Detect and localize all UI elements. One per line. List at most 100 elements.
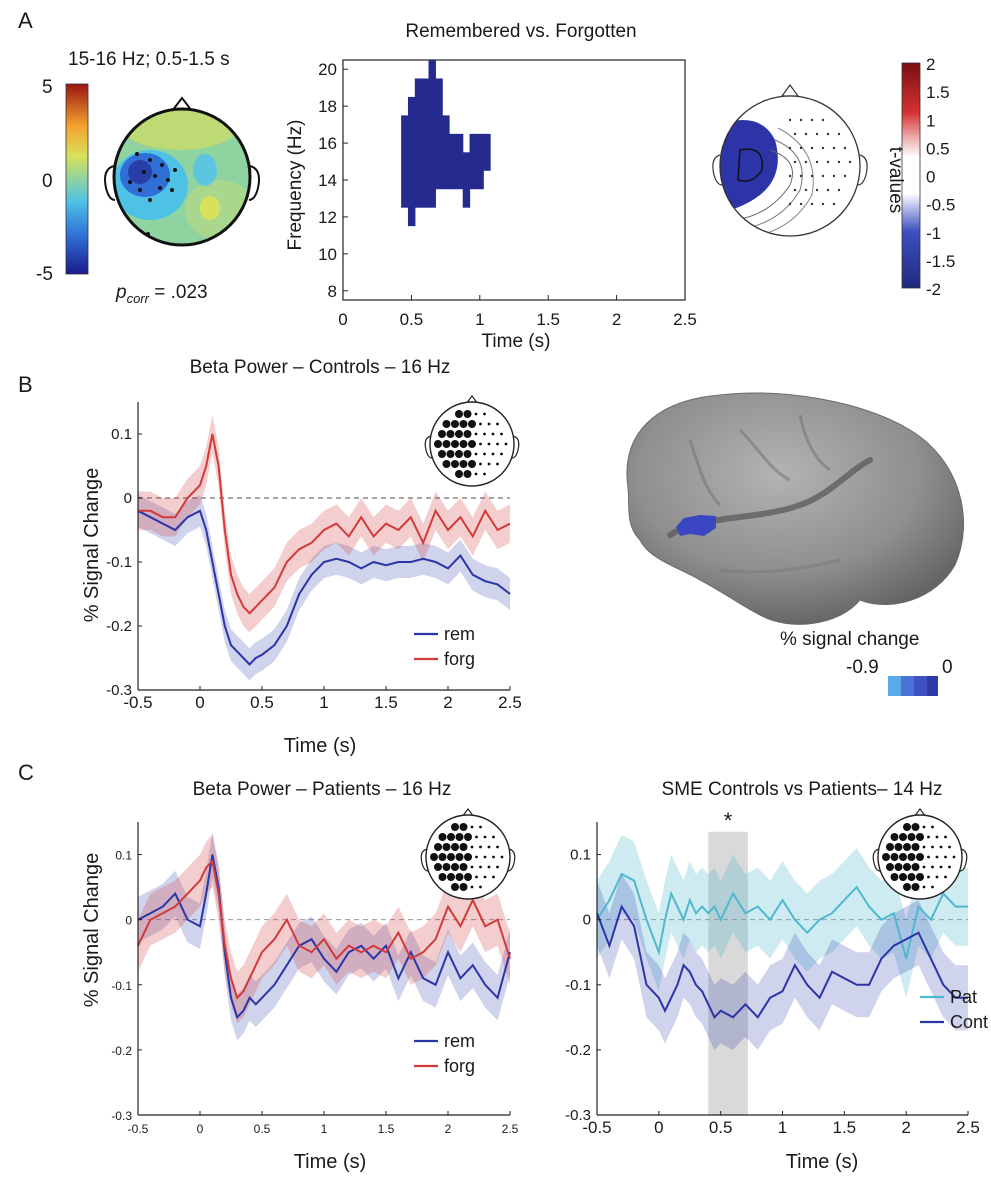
tvalue-tick: -0.5 <box>926 196 955 215</box>
y-tick-label: -0.1 <box>565 977 591 994</box>
brain-scale-max: 0 <box>942 657 953 678</box>
tf-ylabel: Frequency (Hz) <box>285 120 306 251</box>
y-tick-label: -0.2 <box>106 618 132 635</box>
electrode-dot <box>848 160 852 164</box>
error-band-cont <box>597 874 968 1050</box>
panel-letter-c: C <box>18 760 34 785</box>
head-sensor-inset <box>424 395 520 487</box>
error-band-rem <box>138 831 510 1041</box>
p-value-label: pcorr = .023 <box>115 282 208 306</box>
series-line-cont <box>596 904 968 1020</box>
y-tick-label: -0.2 <box>565 1042 591 1059</box>
chart-c2-title: SME Controls vs Patients– 14 Hz <box>662 779 943 800</box>
error-band-rem <box>138 494 510 681</box>
tvalue-label: t-values <box>885 147 906 214</box>
tf-xlabel: Time (s) <box>482 331 551 352</box>
tf-cluster-cell-2 <box>414 78 423 208</box>
chart-c1-ylabel: % Signal Change <box>81 853 103 1008</box>
panel-letter-b: B <box>18 372 33 397</box>
electrode-dot <box>843 174 847 178</box>
p-subscript: corr <box>127 291 150 306</box>
chart-c1-title: Beta Power – Patients – 16 Hz <box>193 779 452 800</box>
x-tick-label: 0.5 <box>709 1118 733 1137</box>
electrode-dot <box>821 202 825 206</box>
x-tick-label: 2.5 <box>498 693 522 712</box>
tf-title: Remembered vs. Forgotten <box>405 21 636 42</box>
tf-cluster-cell-3 <box>421 78 430 208</box>
electrode-dot <box>793 132 797 136</box>
electrode-dot <box>826 132 830 136</box>
electrode-dot <box>810 146 814 150</box>
x-tick-label: 2.5 <box>956 1118 980 1137</box>
tvalue-tick: 0 <box>926 168 935 187</box>
tf-cluster-cell-4 <box>428 60 436 208</box>
tf-cluster-cell-12 <box>483 133 491 171</box>
chart-b-title: Beta Power – Controls – 16 Hz <box>190 357 451 378</box>
tvalue-tick: 1.5 <box>926 83 950 102</box>
tf-cluster-cell-9 <box>462 152 471 208</box>
x-tick-label: 2.5 <box>502 1122 519 1136</box>
tf-ytick-label: 8 <box>328 282 337 301</box>
head-sensor-inset <box>420 808 516 900</box>
y-tick-label: 0.1 <box>115 849 132 863</box>
y-tick-label: -0.3 <box>106 682 132 699</box>
tf-ytick-label: 12 <box>318 208 337 227</box>
x-tick-label: -0.5 <box>582 1118 611 1137</box>
series-line-forg <box>138 433 511 615</box>
colorbar-tick-mid: 0 <box>42 171 53 192</box>
tf-cluster-cell-0 <box>401 115 409 208</box>
x-tick-label: -0.5 <box>128 1122 149 1136</box>
electrode-dot <box>799 174 803 178</box>
series-line-forg <box>137 859 511 1000</box>
tf-ytick-label: 20 <box>318 60 337 79</box>
tf-cluster-cell-11 <box>476 133 484 190</box>
topo-map-tvalues <box>712 83 868 237</box>
tf-ytick-label: 10 <box>318 245 337 264</box>
y-tick-label: -0.1 <box>111 979 132 993</box>
legend-label-pat: Pat <box>950 987 977 1007</box>
significance-region <box>708 831 748 1115</box>
y-tick-label: -0.3 <box>111 1109 132 1123</box>
line-chart-patients: -0.5 0 0.5 1 1.5 2 2.5 0.1 0 -0.1 -0.2 -0.3 rem forg <box>111 808 519 1136</box>
electrode-dot <box>832 202 836 206</box>
tf-ytick-label: 18 <box>318 97 337 116</box>
electrode-dot <box>788 174 792 178</box>
significance-marker: * <box>724 808 733 833</box>
topo-title: 15-16 Hz; 0.5-1.5 s <box>68 49 230 70</box>
tf-cluster-cell-8 <box>455 133 464 190</box>
y-tick-label: 0 <box>125 914 132 928</box>
electrode-dot <box>815 188 819 192</box>
tf-ytick-label: 14 <box>318 171 337 190</box>
electrode-dot <box>837 188 841 192</box>
x-tick-label: 2 <box>901 1118 910 1137</box>
electrode-dot <box>832 174 836 178</box>
electrode-dot <box>815 132 819 136</box>
electrode-dot <box>843 146 847 150</box>
electrode-dot <box>793 160 797 164</box>
y-tick-label: -0.1 <box>106 554 132 571</box>
tf-xtick-label: 1.5 <box>536 310 560 329</box>
electrode-dot <box>804 132 808 136</box>
tf-xtick-label: 0.5 <box>400 310 424 329</box>
legend-label-rem: rem <box>444 1031 475 1051</box>
error-band-pat <box>597 835 968 998</box>
tvalue-tick: 2 <box>926 55 935 74</box>
electrode-dot <box>832 146 836 150</box>
electrode-dot <box>826 160 830 164</box>
x-tick-label: 0 <box>197 1122 204 1136</box>
x-tick-label: 2 <box>445 1122 452 1136</box>
panel-letter-a: A <box>18 8 33 33</box>
electrode-dot <box>826 188 830 192</box>
x-tick-label: 0 <box>195 693 204 712</box>
electrode-dot <box>799 118 803 122</box>
colorbar-tick-min: -5 <box>36 264 53 285</box>
tvalue-tick: -1 <box>926 224 941 243</box>
x-tick-label: 1.5 <box>378 1122 395 1136</box>
topo-map-a <box>104 96 260 247</box>
electrode-dot <box>815 160 819 164</box>
electrode-dot <box>837 160 841 164</box>
y-tick-label: 0 <box>583 912 591 929</box>
tf-cluster-cell-10 <box>469 133 477 190</box>
legend-label-rem: rem <box>444 624 475 644</box>
electrode-dot <box>804 160 808 164</box>
